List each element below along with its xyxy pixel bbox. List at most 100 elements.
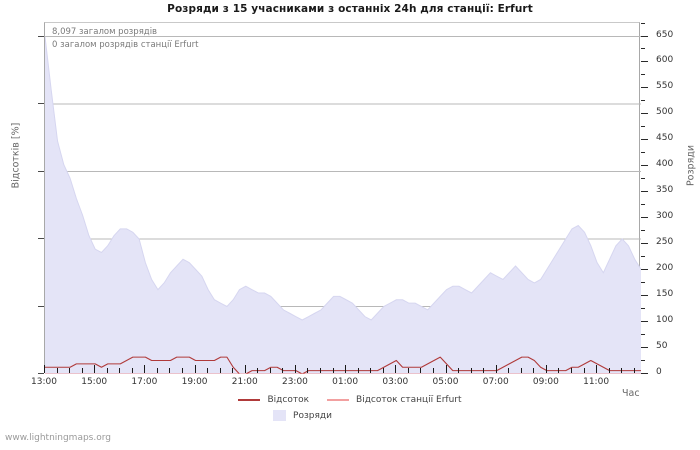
y-left-tick-mark [38, 36, 44, 37]
x-tick-label: 03:00 [382, 377, 409, 387]
x-minor-tick-mark [333, 368, 334, 373]
x-minor-tick-mark [370, 368, 371, 373]
x-minor-tick-mark [458, 368, 459, 373]
y-right-minor-tick [641, 334, 645, 335]
y-right-tick-mark [641, 87, 648, 88]
x-minor-tick-mark [220, 368, 221, 373]
legend-item-strokes[interactable]: Розряди [273, 410, 332, 421]
x-minor-tick-mark [257, 368, 258, 373]
y-right-tick-label: 650 [656, 29, 674, 40]
y-right-tick-mark [641, 36, 648, 37]
x-minor-tick-mark [69, 368, 70, 373]
x-major-tick-mark [446, 365, 447, 373]
y-right-tick-mark [641, 165, 648, 166]
page-title: Розряди з 15 учасниками з останніх 24h д… [167, 3, 533, 15]
x-major-tick-mark [295, 365, 296, 373]
x-tick-label: 21:00 [231, 377, 258, 387]
x-minor-tick-mark [207, 368, 208, 373]
x-major-tick-mark [44, 365, 45, 373]
x-minor-tick-mark [483, 368, 484, 373]
x-tick-label: 23:00 [281, 377, 308, 387]
legend-label-strokes: Розряди [293, 410, 332, 421]
y-right-tick-mark [641, 347, 648, 348]
x-minor-tick-mark [82, 368, 83, 373]
y-left-tick-mark [38, 103, 44, 104]
legend-item-percent[interactable]: Відсоток [238, 395, 309, 405]
y-right-tick-mark [641, 269, 648, 270]
legend-item-station-percent[interactable]: Відсоток станції Erfurt [327, 395, 462, 405]
legend-row-lines: Відсоток Відсоток станції Erfurt [0, 395, 700, 405]
x-minor-tick-mark [182, 368, 183, 373]
x-minor-tick-mark [169, 368, 170, 373]
x-minor-tick-mark [119, 368, 120, 373]
y-right-minor-tick [641, 282, 645, 283]
legend-line-swatch-station [327, 399, 350, 401]
x-minor-tick-mark [408, 368, 409, 373]
x-minor-tick-mark [132, 368, 133, 373]
y-right-tick-label: 550 [656, 81, 674, 92]
footer-watermark: www.lightningmaps.org [5, 433, 111, 443]
legend-row-area: Розряди [0, 410, 700, 421]
y-right-tick-mark [641, 373, 648, 374]
y-left-tick-mark [38, 373, 44, 374]
legend-label-station-percent: Відсоток станції Erfurt [356, 395, 462, 405]
y-right-tick-mark [641, 217, 648, 218]
x-major-tick-mark [345, 365, 346, 373]
y-right-minor-tick [641, 100, 645, 101]
y-right-minor-tick [641, 360, 645, 361]
x-minor-tick-mark [270, 368, 271, 373]
annotation-station-strokes: 0 загалом розрядів станції Erfurt [52, 40, 199, 50]
y-right-minor-tick [641, 308, 645, 309]
x-minor-tick-mark [634, 368, 635, 373]
x-minor-tick-mark [609, 368, 610, 373]
y-right-tick-label: 100 [656, 315, 674, 326]
x-minor-tick-mark [320, 368, 321, 373]
x-major-tick-mark [496, 365, 497, 373]
x-minor-tick-mark [420, 368, 421, 373]
y-right-minor-tick [641, 23, 645, 24]
y-right-tick-mark [641, 61, 648, 62]
y-right-tick-label: 200 [656, 263, 674, 274]
x-minor-tick-mark [157, 368, 158, 373]
x-tick-label: 09:00 [532, 377, 559, 387]
x-tick-label: 11:00 [583, 377, 610, 387]
x-minor-tick-mark [558, 368, 559, 373]
y-right-tick-label: 300 [656, 211, 674, 222]
x-minor-tick-mark [383, 368, 384, 373]
y-right-tick-label: 500 [656, 107, 674, 118]
x-minor-tick-mark [508, 368, 509, 373]
y-right-minor-tick [641, 204, 645, 205]
x-tick-label: 05:00 [432, 377, 459, 387]
x-minor-tick-mark [521, 368, 522, 373]
y-left-tick-mark [38, 306, 44, 307]
y-right-tick-mark [641, 191, 648, 192]
legend-label-percent: Відсоток [267, 395, 310, 405]
x-tick-label: 15:00 [81, 377, 108, 387]
x-minor-tick-mark [282, 368, 283, 373]
x-major-tick-mark [546, 365, 547, 373]
y-right-tick-mark [641, 243, 648, 244]
x-minor-tick-mark [584, 368, 585, 373]
x-minor-tick-mark [433, 368, 434, 373]
y-right-tick-label: 150 [656, 289, 674, 300]
y-right-tick-label: 450 [656, 133, 674, 144]
x-major-tick-mark [195, 365, 196, 373]
x-tick-label: 01:00 [332, 377, 359, 387]
y-right-tick-label: 250 [656, 237, 674, 248]
y-right-tick-mark [641, 295, 648, 296]
y-right-minor-tick [641, 48, 645, 49]
x-major-tick-mark [596, 365, 597, 373]
y-right-minor-tick [641, 126, 645, 127]
y-right-minor-tick [641, 230, 645, 231]
x-minor-tick-mark [232, 368, 233, 373]
x-minor-tick-mark [621, 368, 622, 373]
x-minor-tick-mark [571, 368, 572, 373]
x-tick-label: 07:00 [482, 377, 509, 387]
x-tick-label: 13:00 [31, 377, 57, 387]
y-right-tick-mark [641, 139, 648, 140]
y-right-tick-mark [641, 113, 648, 114]
x-major-tick-mark [245, 365, 246, 373]
y-right-tick-label: 400 [656, 159, 674, 170]
x-tick-label: 17:00 [131, 377, 158, 387]
